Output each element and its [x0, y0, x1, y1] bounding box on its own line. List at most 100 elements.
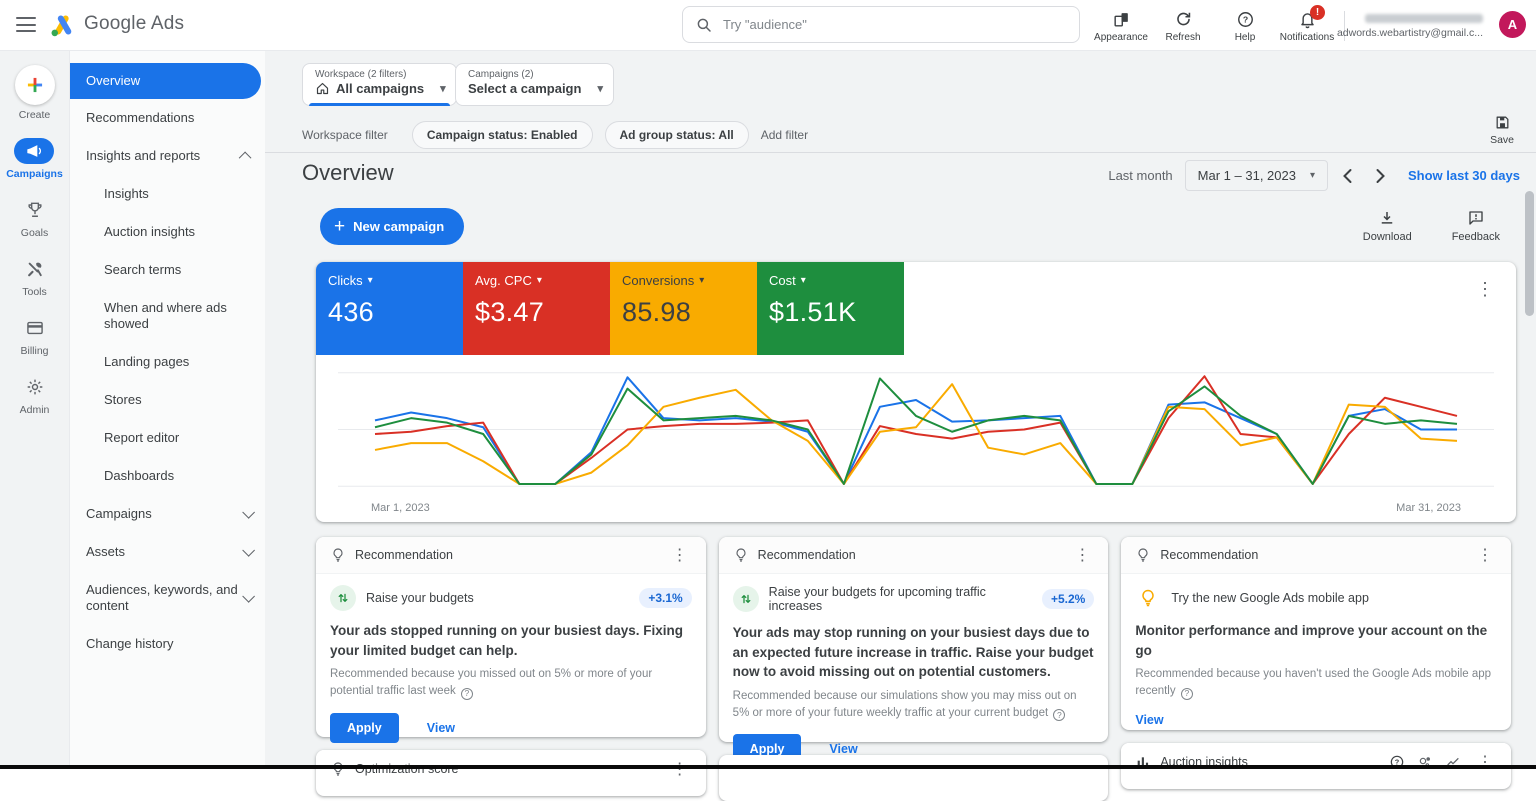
save-button[interactable]: Save	[1490, 114, 1514, 146]
chevron-down-icon: ▾	[699, 275, 705, 286]
show-last-30-days-link[interactable]: Show last 30 days	[1408, 168, 1520, 183]
sidebar-item-audiences-keywords-and-content[interactable]: Audiences, keywords, and content	[70, 571, 265, 625]
rail-item-tools[interactable]: Tools	[15, 256, 55, 298]
view-link[interactable]: View	[426, 720, 455, 735]
sidebar-item-label: Campaigns	[86, 506, 152, 521]
scorecards: Clicks ▾ 436 Avg. CPC ▾ $3.47 Conversions ▾ 85.9…	[316, 262, 1516, 355]
sidebar-item-label: Overview	[86, 73, 141, 88]
date-range-dropdown[interactable]: Mar 1 – 31, 2023 ▾	[1184, 160, 1328, 191]
divider	[265, 152, 1536, 153]
refresh-icon	[1174, 10, 1193, 29]
recommendation-card-0: Recommendation ⋮ Raise your budgets +3.1% Yo…	[316, 537, 706, 743]
recommendation-card-1: Recommendation ⋮ Raise your budgets for up…	[718, 537, 1109, 765]
vertical-scrollbar[interactable]	[1525, 191, 1534, 316]
main-content: Workspace (2 filters) All campaigns ▾ Ca…	[265, 51, 1536, 801]
scorecard-value: 85.98	[622, 297, 692, 327]
sidebar-item-label: Insights and reports	[86, 148, 201, 163]
previous-period-button[interactable]	[1336, 164, 1360, 188]
sidebar-item-label: Auction insights	[104, 224, 196, 239]
sidebar-item-when-and-where-ads-showed[interactable]: When and where ads showed	[70, 289, 265, 343]
menu-icon[interactable]	[16, 17, 36, 33]
global-search[interactable]	[682, 6, 1080, 43]
search-icon	[695, 16, 713, 34]
account-email: adwords.webartistry@gmail.c...	[1336, 26, 1483, 39]
recommendation-headline: Your ads may stop running on your busies…	[732, 625, 1094, 680]
refresh-button[interactable]: Refresh	[1152, 10, 1214, 43]
view-link[interactable]: View	[829, 742, 858, 757]
filter-row: Workspace filter Campaign status: Enable…	[302, 121, 808, 149]
sidebar-item-overview[interactable]: Overview	[70, 63, 261, 99]
feedback-button[interactable]: Feedback	[1452, 209, 1500, 243]
download-button[interactable]: Download	[1363, 209, 1412, 243]
x-axis-end-label: Mar 31, 2023	[1396, 502, 1461, 514]
scorecard-clicks[interactable]: Clicks ▾ 436	[316, 262, 463, 355]
campaign-selector[interactable]: Campaigns (2) Select a campaign ▾	[455, 63, 614, 106]
chart-card-menu-icon[interactable]: ⋮	[1476, 279, 1494, 299]
new-campaign-button[interactable]: + New campaign	[320, 208, 465, 245]
chevron-down-icon	[242, 543, 255, 557]
sidebar-item-search-terms[interactable]: Search terms	[70, 251, 265, 289]
scorecard-conversions[interactable]: Conversions ▾ 85.98	[610, 262, 757, 355]
sidebar-item-insights-and-reports[interactable]: Insights and reports	[70, 137, 265, 175]
trend-line-icon[interactable]	[1445, 754, 1461, 770]
sidebar-item-report-editor[interactable]: Report editor	[70, 419, 265, 457]
notifications-button[interactable]: Notifications !	[1279, 4, 1335, 43]
recommendation-note: Recommended because you missed out on 5%…	[330, 668, 653, 700]
sidebar-item-recommendations[interactable]: Recommendations	[70, 99, 265, 137]
rail-item-campaigns[interactable]: Campaigns	[6, 138, 63, 180]
sidebar-item-landing-pages[interactable]: Landing pages	[70, 343, 265, 381]
tools-icon	[25, 259, 45, 279]
google-ads-logo-icon	[48, 11, 76, 39]
top-app-bar: Google Ads Appearance Refresh ? Help Not…	[0, 0, 1536, 51]
recommendation-card-2: Recommendation ⋮ Try the new Google Ads mo…	[1121, 537, 1512, 730]
scorecard-label: Cost	[769, 273, 796, 288]
help-icon: ?	[1236, 10, 1255, 29]
sidebar-item-assets[interactable]: Assets	[70, 533, 265, 571]
sidebar-item-label: Landing pages	[104, 354, 190, 369]
avatar[interactable]: A	[1499, 11, 1526, 38]
view-link[interactable]: View	[1135, 712, 1164, 727]
card-menu-icon[interactable]: ⋮	[1074, 547, 1091, 564]
window-bottom-edge	[0, 765, 1536, 769]
appearance-button[interactable]: Appearance	[1090, 10, 1152, 43]
scorecard-avg-cpc[interactable]: Avg. CPC ▾ $3.47	[463, 262, 610, 355]
sidebar-item-dashboards[interactable]: Dashboards	[70, 457, 265, 495]
rail-item-create[interactable]: Create	[14, 65, 55, 121]
card-menu-icon[interactable]: ⋮	[1477, 547, 1494, 564]
bar-chart-icon	[1135, 754, 1151, 770]
sidebar-item-change-history[interactable]: Change history	[70, 625, 265, 663]
overview-chart-card: Clicks ▾ 436 Avg. CPC ▾ $3.47 Conversions ▾ 85.9…	[316, 262, 1516, 522]
search-input[interactable]	[723, 17, 1067, 32]
scorecard-label: Conversions	[622, 273, 695, 288]
x-axis-start-label: Mar 1, 2023	[371, 502, 430, 514]
rail-item-admin[interactable]: Admin	[15, 374, 55, 416]
sidebar-item-campaigns[interactable]: Campaigns	[70, 495, 265, 533]
workspace-selector[interactable]: Workspace (2 filters) All campaigns ▾	[302, 63, 457, 106]
help-icon[interactable]: ?	[1180, 687, 1193, 700]
save-icon	[1494, 114, 1511, 131]
help-icon[interactable]: ?	[1053, 709, 1066, 722]
account-info[interactable]: adwords.webartistry@gmail.c...	[1337, 13, 1483, 39]
card-menu-icon[interactable]: ⋮	[671, 547, 688, 564]
sidebar-item-label: Dashboards	[104, 468, 175, 483]
chevron-down-icon: ▾	[536, 275, 542, 286]
scorecard-label: Clicks	[328, 273, 363, 288]
rail-item-goals[interactable]: Goals	[15, 197, 55, 239]
rail-item-billing[interactable]: Billing	[15, 315, 55, 357]
scorecard-value: $3.47	[475, 297, 545, 327]
sidebar-item-auction-insights[interactable]: Auction insights	[70, 213, 265, 251]
help-icon[interactable]: ?	[460, 687, 473, 700]
recommendation-headline: Your ads stopped running on your busiest…	[330, 623, 684, 658]
add-filter-button[interactable]: Add filter	[760, 128, 809, 142]
filter-chip[interactable]: Campaign status: Enabled	[411, 121, 593, 149]
sidebar-item-stores[interactable]: Stores	[70, 381, 265, 419]
feedback-icon	[1467, 209, 1485, 227]
sidebar-item-insights[interactable]: Insights	[70, 175, 265, 213]
help-button[interactable]: ? Help	[1214, 10, 1276, 43]
apply-button[interactable]: Apply	[330, 712, 399, 743]
card-menu-icon[interactable]: ⋮	[1477, 753, 1494, 771]
uplift-badge: +5.2%	[1041, 589, 1095, 609]
scorecard-cost[interactable]: Cost ▾ $1.51K	[757, 262, 904, 355]
filter-chip[interactable]: Ad group status: All	[604, 121, 749, 149]
next-period-button[interactable]	[1368, 164, 1392, 188]
